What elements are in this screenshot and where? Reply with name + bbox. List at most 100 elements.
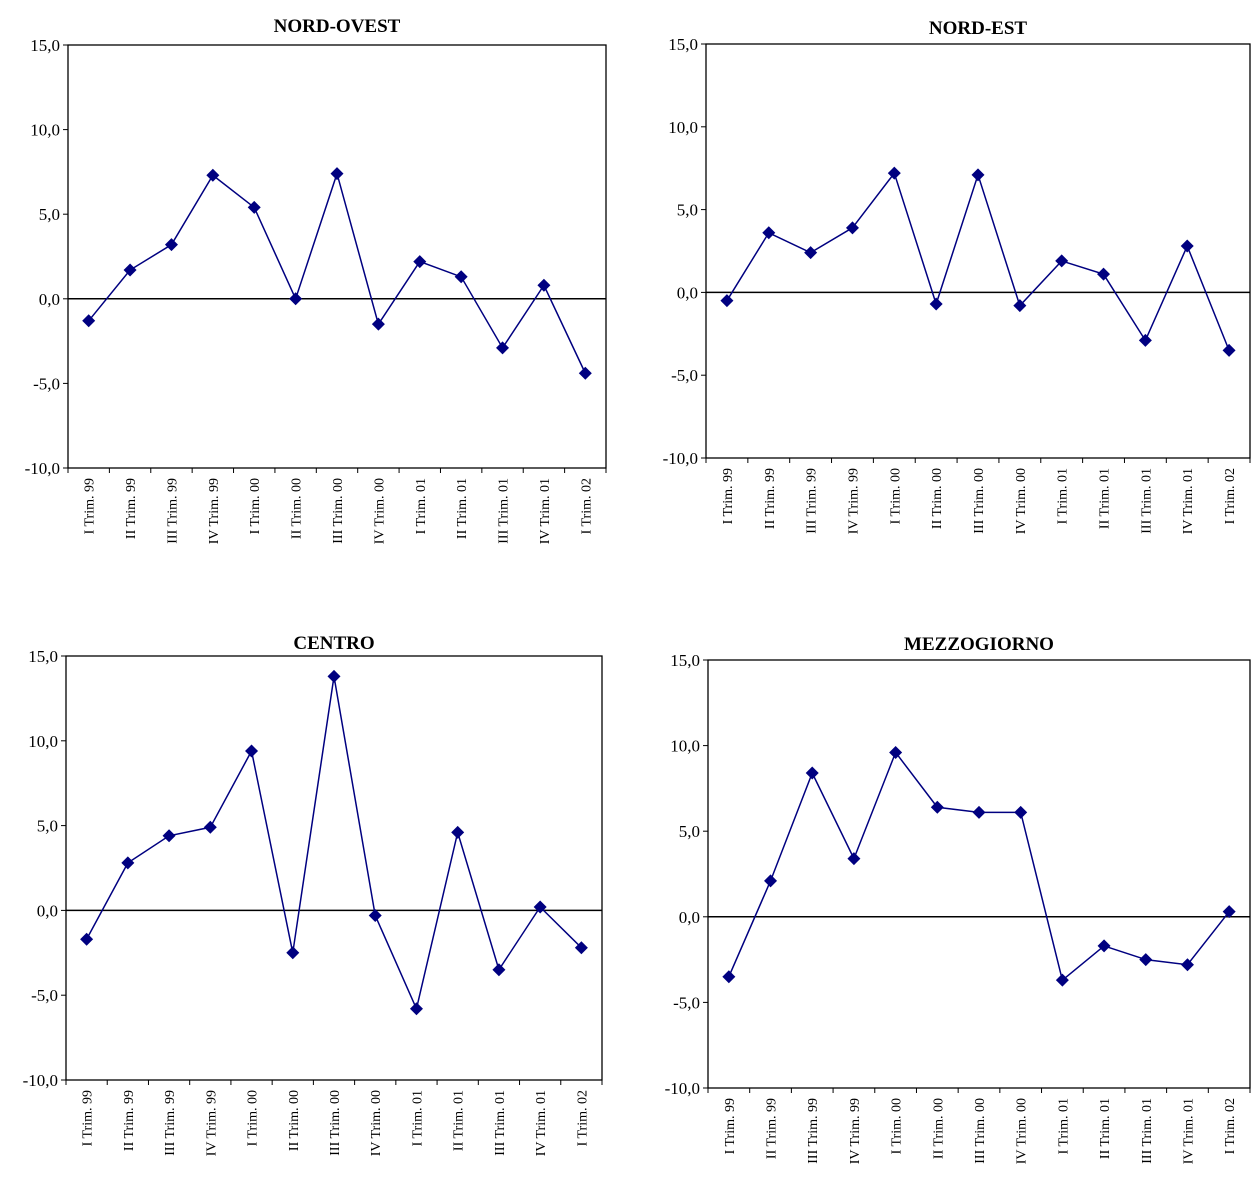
data-point-marker <box>454 270 468 284</box>
plot-area <box>707 659 1251 1089</box>
data-point-marker <box>537 278 551 292</box>
y-tick-label: 5,0 <box>39 205 60 224</box>
x-tick-label: I Trim. 02 <box>575 1090 590 1146</box>
x-tick-label: I Trim. 01 <box>1056 1098 1071 1154</box>
x-tick-label: IV Trim. 00 <box>1014 468 1029 534</box>
data-point-marker <box>930 800 944 814</box>
y-tick-label: 0,0 <box>39 290 60 309</box>
x-tick-label: II Trim. 99 <box>122 1090 137 1151</box>
chart-title: MEZZOGIORNO <box>904 634 1054 655</box>
y-tick-label: 10,0 <box>670 737 700 756</box>
x-tick-label: IV Trim. 01 <box>1181 1098 1196 1164</box>
y-tick-label: -10,0 <box>23 1071 58 1090</box>
x-tick-label: I Trim. 01 <box>1056 468 1071 524</box>
x-tick-label: IV Trim. 00 <box>369 1090 384 1156</box>
y-tick-label: 5,0 <box>679 822 700 841</box>
data-point-marker <box>245 744 259 758</box>
x-tick-label: II Trim. 01 <box>1098 468 1113 529</box>
series-line <box>88 171 586 374</box>
x-tick-label: III Trim. 01 <box>493 1090 508 1156</box>
x-tick-label: III Trim. 00 <box>972 468 987 534</box>
y-tick-label: 10,0 <box>30 121 60 140</box>
data-point-marker <box>533 900 547 914</box>
x-tick-label: IV Trim. 99 <box>848 1098 863 1164</box>
x-tick-label: III Trim. 99 <box>806 1098 821 1164</box>
data-point-marker <box>123 263 137 277</box>
chart-title: NORD-OVEST <box>274 16 401 37</box>
x-tick-label: I Trim. 01 <box>414 478 429 534</box>
x-tick-label: III Trim. 01 <box>497 478 512 544</box>
data-point-marker <box>368 908 382 922</box>
x-tick-label: I Trim. 99 <box>721 468 736 524</box>
chart-title: CENTRO <box>293 633 374 654</box>
data-point-marker <box>887 166 901 180</box>
y-tick-label: 10,0 <box>28 732 58 751</box>
chart-svg: NORD-OVEST 15,0 10,0 5,0 0,0 -5,0 -10,0 I Trim.… <box>25 16 607 544</box>
data-point-marker <box>1139 953 1153 967</box>
data-point-marker <box>847 852 861 866</box>
data-point-marker <box>1013 299 1027 313</box>
data-point-marker <box>451 825 465 839</box>
data-point-marker <box>971 168 985 182</box>
data-point-marker <box>206 168 220 182</box>
x-tick-label: IV Trim. 99 <box>207 478 222 544</box>
data-point-marker <box>889 745 903 759</box>
data-point-marker <box>578 366 592 380</box>
data-point-marker <box>722 970 736 984</box>
x-tick-label: IV Trim. 99 <box>846 468 861 534</box>
y-tick-label: -5,0 <box>671 366 698 385</box>
data-point-marker <box>1097 267 1111 281</box>
chart-nord-ovest: NORD-OVEST 15,0 10,0 5,0 0,0 -5,0 -10,0 I Trim.… <box>0 0 620 590</box>
data-point-marker <box>247 200 261 214</box>
y-tick-label: 15,0 <box>670 651 700 670</box>
data-point-marker <box>121 856 135 870</box>
x-tick-label: I Trim. 99 <box>81 1090 96 1146</box>
x-tick-label: IV Trim. 99 <box>204 1090 219 1156</box>
plot-area <box>705 43 1251 459</box>
y-tick-label: 0,0 <box>37 901 58 920</box>
x-tick-label: I Trim. 02 <box>579 478 594 534</box>
x-tick-label: III Trim. 99 <box>805 468 820 534</box>
y-tick-label: 15,0 <box>30 36 60 55</box>
data-point-marker <box>845 221 859 235</box>
y-tick-label: -5,0 <box>673 993 700 1012</box>
data-point-marker <box>720 294 734 308</box>
data-point-marker <box>164 238 178 252</box>
data-point-marker <box>330 167 344 181</box>
data-point-marker <box>1055 254 1069 268</box>
data-point-marker <box>286 946 300 960</box>
x-tick-label: I Trim. 02 <box>1223 468 1238 524</box>
y-tick-label: 15,0 <box>28 647 58 666</box>
chart-svg: NORD-EST 15,0 10,0 5,0 0,0 -5,0 -10,0 I Trim. 9… <box>663 18 1251 534</box>
chart-svg: CENTRO 15,0 10,0 5,0 0,0 -5,0 -10,0 I Trim. 99 I… <box>23 633 603 1156</box>
y-tick-label: -5,0 <box>31 986 58 1005</box>
data-point-marker <box>409 1002 423 1016</box>
chart-svg: MEZZOGIORNO 15,0 10,0 5,0 0,0 -5,0 -10,0 I Trim… <box>665 634 1251 1164</box>
chart-mezzogiorno: MEZZOGIORNO 15,0 10,0 5,0 0,0 -5,0 -10,0 I Trim… <box>626 620 1252 1178</box>
data-point-marker <box>289 292 303 306</box>
x-tick-label: II Trim. 01 <box>452 1090 467 1151</box>
y-tick-label: 5,0 <box>677 201 698 220</box>
data-point-marker <box>1180 958 1194 972</box>
x-tick-label: IV Trim. 01 <box>538 478 553 544</box>
x-tick-label: III Trim. 99 <box>165 478 180 544</box>
data-point-marker <box>1222 343 1236 357</box>
data-point-marker <box>162 829 176 843</box>
x-tick-label: II Trim. 99 <box>765 1098 780 1159</box>
x-tick-label: I Trim. 00 <box>890 1098 905 1154</box>
data-point-marker <box>80 932 94 946</box>
chart-nord-est: NORD-EST 15,0 10,0 5,0 0,0 -5,0 -10,0 I Trim. 9… <box>626 0 1252 590</box>
x-tick-label: II Trim. 00 <box>930 468 945 529</box>
chart-title: NORD-EST <box>929 18 1028 39</box>
y-tick-label: 10,0 <box>668 118 698 137</box>
x-tick-label: II Trim. 00 <box>287 1090 302 1151</box>
y-tick-label: 15,0 <box>668 35 698 54</box>
plot-area <box>65 655 603 1081</box>
y-tick-label: -5,0 <box>33 374 60 393</box>
data-point-marker <box>929 297 943 311</box>
x-tick-label: III Trim. 01 <box>1139 468 1154 534</box>
x-tick-label: II Trim. 01 <box>1098 1098 1113 1159</box>
data-point-marker <box>1097 939 1111 953</box>
x-tick-label: IV Trim. 01 <box>1181 468 1196 534</box>
x-tick-label: III Trim. 99 <box>163 1090 178 1156</box>
